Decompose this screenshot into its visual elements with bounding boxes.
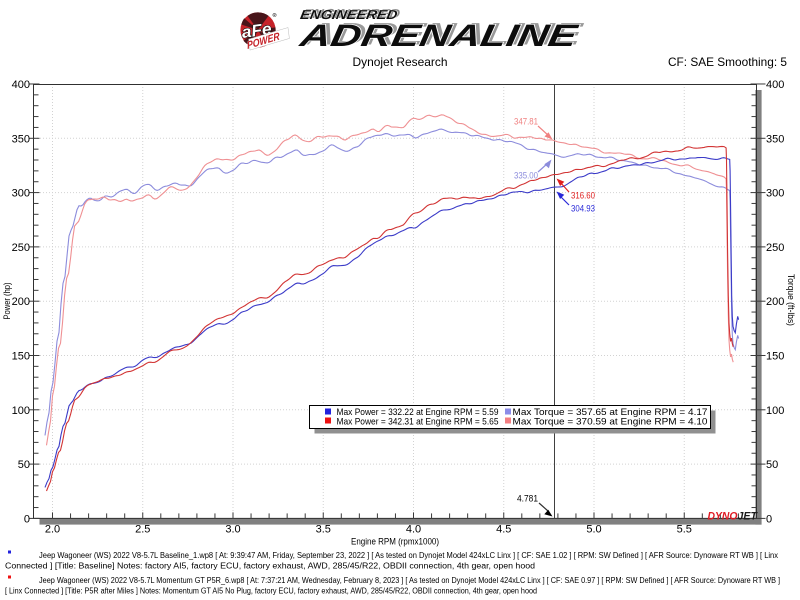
svg-text:200: 200: [12, 296, 30, 308]
svg-text:100: 100: [12, 405, 30, 417]
svg-text:3.0: 3.0: [225, 524, 240, 536]
svg-text:347.81: 347.81: [514, 117, 538, 128]
svg-text:400: 400: [766, 79, 784, 91]
svg-text:4.5: 4.5: [496, 524, 511, 536]
svg-text:Engine RPM (rpmx1000): Engine RPM (rpmx1000): [351, 537, 439, 548]
svg-text:50: 50: [766, 459, 778, 471]
svg-text:3.5: 3.5: [316, 524, 331, 536]
svg-text:100: 100: [766, 405, 784, 417]
svg-text:0: 0: [766, 513, 772, 525]
svg-text:Max Torque = 370.59 at Engine: Max Torque = 370.59 at Engine RPM = 4.10: [513, 417, 708, 428]
svg-text:DYNO: DYNO: [708, 510, 738, 522]
svg-text:JET: JET: [738, 510, 759, 522]
svg-text:Connected ] [Title: Baseline]: Connected ] [Title: Baseline] Notes: fac…: [5, 562, 535, 571]
svg-text:Jeep Wagoneer (WS) 2022 V8-5.7: Jeep Wagoneer (WS) 2022 V8-5.7L Baseline…: [39, 551, 778, 560]
svg-text:150: 150: [766, 350, 784, 362]
svg-text:®: ®: [273, 12, 277, 19]
svg-text:ENGINEERED: ENGINEERED: [302, 6, 402, 21]
svg-text:150: 150: [12, 350, 30, 362]
svg-text:2.5: 2.5: [135, 524, 150, 536]
svg-text:300: 300: [766, 188, 784, 200]
svg-text:5.0: 5.0: [586, 524, 601, 536]
svg-text:Torque (ft-lbs): Torque (ft-lbs): [786, 274, 796, 326]
svg-text:4.0: 4.0: [406, 524, 421, 536]
svg-text:5.5: 5.5: [677, 524, 692, 536]
svg-text:400: 400: [12, 79, 30, 91]
svg-text:ENGINEERED: ENGINEERED: [299, 7, 399, 22]
svg-text:304.93: 304.93: [571, 204, 595, 215]
svg-text:ADRENALINE: ADRENALINE: [296, 18, 581, 53]
svg-text:ADRENALINE: ADRENALINE: [301, 17, 586, 52]
svg-text:Max Torque = 357.65 at Engine: Max Torque = 357.65 at Engine RPM = 4.17: [513, 407, 708, 418]
svg-text:0: 0: [24, 513, 30, 525]
svg-text:200: 200: [766, 296, 784, 308]
svg-text:Power (hp): Power (hp): [2, 282, 12, 319]
svg-text:335.00: 335.00: [514, 171, 538, 182]
svg-text:350: 350: [766, 133, 784, 145]
svg-text:2.0: 2.0: [45, 524, 60, 536]
svg-text:250: 250: [766, 242, 784, 254]
svg-text:CF: SAE Smoothing: 5: CF: SAE Smoothing: 5: [668, 55, 787, 69]
svg-text:Jeep Wagoneer (WS) 2022 V8-5.7: Jeep Wagoneer (WS) 2022 V8-5.7L Momentum…: [39, 576, 780, 585]
svg-text:250: 250: [12, 242, 30, 254]
svg-text:Max Power = 332.22 at Engine R: Max Power = 332.22 at Engine RPM = 5.59: [337, 407, 499, 418]
svg-text:350: 350: [12, 133, 30, 145]
svg-text:[ Linx Connected ] [Title: P5R: [ Linx Connected ] [Title: P5R after Mil…: [5, 587, 537, 596]
svg-text:300: 300: [12, 188, 30, 200]
svg-text:4.781: 4.781: [517, 494, 538, 505]
svg-text:Dynojet Research: Dynojet Research: [353, 55, 448, 69]
svg-text:50: 50: [18, 459, 30, 471]
svg-text:Max Power = 342.31 at Engine R: Max Power = 342.31 at Engine RPM = 5.65: [337, 417, 499, 428]
svg-text:316.60: 316.60: [571, 191, 595, 202]
